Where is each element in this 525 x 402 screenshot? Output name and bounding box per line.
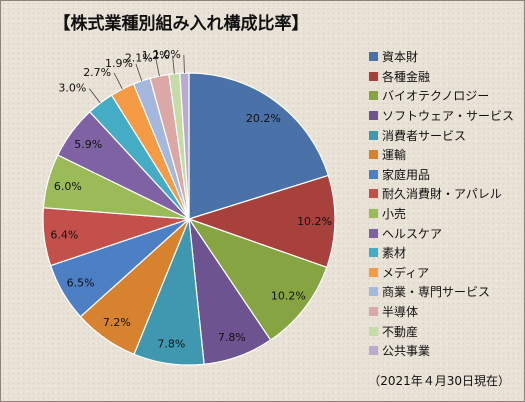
- date-note: （2021年４月30日現在）: [368, 374, 510, 388]
- legend-swatch: [369, 346, 378, 356]
- slice-data-label: 6.5%: [67, 276, 95, 289]
- legend-label: ヘルスケア: [382, 226, 443, 241]
- slice-data-label: 1.9%: [105, 57, 133, 70]
- legend-swatch: [369, 150, 378, 160]
- legend-item: ヘルスケア: [369, 223, 519, 243]
- legend-label: メディア: [382, 265, 430, 280]
- legend-item: 消費者サービス: [369, 125, 519, 145]
- legend-swatch: [369, 307, 378, 317]
- legend-swatch: [369, 209, 378, 219]
- slice-data-label: 2.7%: [83, 66, 111, 79]
- legend-item: ソフトウェア・サービス: [369, 106, 519, 126]
- slice-data-label: 1.2%: [142, 49, 170, 62]
- pie-slice: [188, 72, 330, 220]
- legend: 資本財各種金融バイオテクノロジーソフトウェア・サービス 消費者サービス 運輸家庭用品…: [369, 47, 519, 361]
- legend-label: 運輸: [382, 148, 407, 163]
- legend-swatch: [369, 326, 378, 336]
- legend-label: 商業・専門サービス: [382, 285, 491, 300]
- pie-slice: [187, 217, 328, 341]
- legend-item: 商業・専門サービス: [369, 282, 519, 302]
- legend-label: 公共事業: [382, 344, 431, 359]
- legend-swatch: [369, 111, 378, 121]
- slice-data-label: 5.9%: [74, 138, 102, 151]
- pie-slice: [187, 174, 336, 269]
- slice-data-label: 10.2%: [297, 215, 332, 228]
- legend-swatch: [369, 287, 378, 297]
- leader-line: [155, 58, 160, 77]
- legend-item: メディア: [369, 263, 519, 283]
- legend-label: 各種金融: [382, 69, 431, 84]
- legend-swatch: [369, 267, 378, 277]
- slice-data-label: 6.0%: [54, 180, 82, 193]
- legend-item: 各種金融: [369, 67, 519, 87]
- legend-item: 資本財: [369, 47, 519, 67]
- leader-line: [89, 88, 101, 104]
- legend-swatch: [369, 169, 378, 179]
- legend-swatch: [369, 228, 378, 238]
- legend-item: 運輸: [369, 145, 519, 165]
- slice-data-label: 7.8%: [218, 331, 246, 344]
- legend-item: バイオテクノロジー: [369, 86, 519, 106]
- legend-label: バイオテクノロジー: [382, 89, 490, 104]
- leader-line: [183, 55, 185, 74]
- legend-label: 小売: [382, 207, 407, 222]
- legend-swatch: [369, 130, 378, 140]
- legend-item: 素材: [369, 243, 519, 263]
- slice-data-label: 2.1%: [125, 51, 153, 64]
- slice-data-label: 3.0%: [58, 82, 86, 95]
- slice-data-label: 7.8%: [157, 337, 185, 350]
- legend-label: 半導体: [382, 305, 419, 320]
- legend-item: 不動産: [369, 321, 519, 341]
- leader-line: [135, 63, 143, 81]
- leader-line: [172, 55, 175, 74]
- slice-data-label: 6.4%: [50, 229, 78, 242]
- slice-data-label: 10.2%: [271, 290, 306, 303]
- legend-item: 公共事業: [369, 341, 519, 361]
- legend-label: 家庭用品: [382, 167, 431, 182]
- legend-label: 資本財: [382, 50, 419, 65]
- slice-data-label: 20.2%: [246, 112, 281, 125]
- legend-label: ソフトウェア・サービス: [382, 109, 515, 124]
- chart-title: 【株式業種別組み入れ構成比率】: [53, 14, 309, 34]
- legend-swatch: [369, 52, 378, 62]
- legend-label: 消費者サービス: [382, 128, 467, 143]
- legend-label: 素材: [382, 246, 407, 261]
- legend-item: 半導体: [369, 302, 519, 322]
- legend-swatch: [369, 91, 378, 101]
- legend-item: 小売: [369, 204, 519, 224]
- legend-item: 家庭用品: [369, 165, 519, 185]
- slice-data-label: 1.0%: [153, 48, 181, 61]
- slice-data-label: 7.2%: [103, 316, 131, 329]
- legend-swatch: [369, 189, 378, 199]
- legend-swatch: [369, 248, 378, 258]
- legend-label: 耐久消費財・アパレル: [382, 187, 502, 202]
- legend-item: 耐久消費財・アパレル: [369, 184, 519, 204]
- legend-swatch: [369, 71, 378, 81]
- leader-line: [113, 72, 123, 90]
- legend-label: 不動産: [382, 324, 419, 339]
